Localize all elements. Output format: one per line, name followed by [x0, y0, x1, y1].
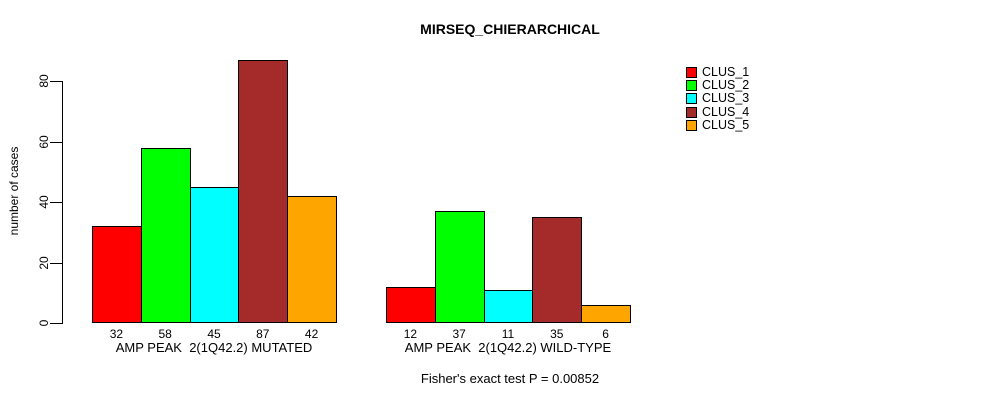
bar-value-label: 58: [158, 327, 172, 341]
y-tick-label: 60: [37, 134, 51, 149]
legend: CLUS_1 CLUS_2 CLUS_3 CLUS_4 CLUS_5: [686, 65, 750, 132]
bar-value-label: 45: [207, 327, 221, 341]
y-tick-label: 0: [37, 319, 51, 327]
y-tick-label: 40: [37, 195, 51, 209]
legend-swatch: [686, 119, 697, 131]
legend-label: CLUS_3: [702, 91, 750, 106]
bar-clus_1-group1: [92, 226, 142, 323]
legend-swatch: [686, 93, 697, 105]
y-tick-mark: [50, 323, 62, 324]
legend-item-clus_1: CLUS_1: [686, 65, 750, 79]
y-tick-mark: [50, 141, 62, 143]
legend-swatch: [686, 80, 697, 92]
bar-clus_3-group2: [484, 290, 534, 323]
legend-item-clus_4: CLUS_4: [686, 104, 750, 119]
y-tick-label: 80: [37, 74, 51, 88]
legend-label: CLUS_5: [702, 117, 750, 132]
bar-value-label: 42: [304, 327, 319, 341]
bar-clus_2-group2: [435, 211, 485, 323]
y-tick-mark: [50, 262, 62, 264]
bar-value-label: 6: [602, 327, 609, 341]
bar-value-label: 87: [256, 327, 270, 341]
legend-label: CLUS_2: [702, 78, 750, 93]
y-axis-line: [62, 81, 63, 324]
bar-value-label: 11: [501, 327, 515, 341]
legend-label: CLUS_1: [702, 65, 750, 79]
group-label-mutated: AMP PEAK 2(1Q42.2) MUTATED: [115, 340, 313, 355]
bar-clus_1-group2: [386, 287, 436, 323]
group-label-wild-type: AMP PEAK 2(1Q42.2) WILD-TYPE: [404, 340, 612, 355]
y-tick-mark: [50, 202, 62, 203]
legend-label: CLUS_4: [702, 104, 750, 119]
y-tick-mark: [50, 81, 62, 82]
footnote-fisher-test: Fisher's exact test P = 0.00852: [420, 371, 600, 386]
bar-value-label: 12: [403, 327, 418, 341]
bar-value-label: 37: [452, 327, 466, 341]
legend-item-clus_2: CLUS_2: [686, 78, 750, 93]
chart-title: MIRSEQ_CHIERARCHICAL: [420, 21, 600, 37]
bar-clus_4-group1: [238, 60, 288, 323]
bar-clus_5-group1: [287, 196, 337, 323]
bar-clus_4-group2: [532, 217, 582, 323]
bar-clus_2-group1: [141, 148, 191, 323]
bar-value-label: 32: [109, 327, 124, 341]
bar-clus_5-group2: [581, 305, 631, 323]
legend-item-clus_3: CLUS_3: [686, 92, 749, 105]
legend-swatch: [686, 67, 697, 79]
legend-item-clus_5: CLUS_5: [686, 117, 750, 132]
bar-value-label: 35: [550, 327, 564, 341]
legend-swatch: [686, 106, 697, 118]
y-tick-label: 20: [37, 255, 51, 270]
bar-clus_3-group1: [190, 187, 240, 323]
y-axis-title: number of cases: [7, 146, 21, 236]
